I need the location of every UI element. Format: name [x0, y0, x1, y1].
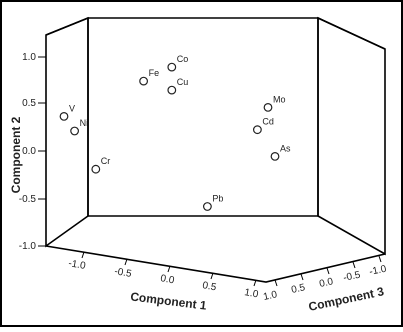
right-wall: [317, 16, 386, 256]
left-wall: [45, 16, 89, 248]
y-tick-label: -0.5: [19, 194, 37, 205]
data-point-cd: [252, 125, 262, 135]
x-tick-label: 0.5: [201, 280, 217, 293]
data-point-as: [270, 151, 280, 161]
z-tick-label: 0.5: [290, 282, 306, 296]
back-wall: [87, 17, 319, 217]
z-axis-title: Component 3: [307, 284, 385, 314]
floor-front-edges: [45, 245, 386, 283]
data-label-cu: Cu: [177, 77, 189, 87]
data-label-v: V: [69, 103, 75, 113]
data-label-pb: Pb: [212, 194, 223, 204]
z-tick-marks: [274, 255, 382, 287]
x-tick-label: 0.0: [159, 273, 175, 286]
data-label-as: As: [280, 143, 291, 153]
y-tick-label: -1.0: [19, 241, 37, 252]
x-tick-marks: [81, 251, 257, 287]
y-tick-label: 0.0: [22, 146, 36, 157]
data-point-v: [59, 111, 69, 121]
data-point-cr: [91, 164, 101, 174]
z-tick-label: 0.0: [318, 276, 334, 290]
z-tick-label: -0.5: [342, 270, 362, 284]
data-point-ni: [70, 126, 79, 136]
y-tick-label: 0.5: [22, 98, 36, 109]
x-axis-title: Component 1: [130, 289, 208, 312]
x-tick-label: 1.0: [243, 287, 259, 300]
y-tick-label: 1.0: [22, 52, 36, 63]
x-tick-label: -1.0: [67, 258, 86, 272]
data-label-cd: Cd: [262, 117, 274, 127]
points-layer: Co Cu Fe V Ni Cr Mo Cd As Pb: [59, 54, 291, 211]
data-label-co: Co: [177, 54, 189, 64]
data-label-ni: Ni: [80, 118, 89, 128]
data-label-mo: Mo: [273, 94, 286, 104]
data-point-fe: [139, 76, 149, 86]
data-point-pb: [202, 202, 212, 211]
data-point-cu: [167, 85, 177, 95]
y-axis-title: Component 2: [9, 116, 23, 193]
y-tick-marks: [38, 56, 46, 247]
z-tick-label: 1.0: [262, 289, 278, 303]
data-point-co: [167, 62, 177, 72]
x-tick-label: -0.5: [113, 266, 132, 280]
data-point-mo: [263, 102, 273, 112]
data-label-fe: Fe: [149, 68, 160, 78]
z-tick-label: -1.0: [368, 264, 388, 278]
data-label-cr: Cr: [101, 156, 111, 166]
